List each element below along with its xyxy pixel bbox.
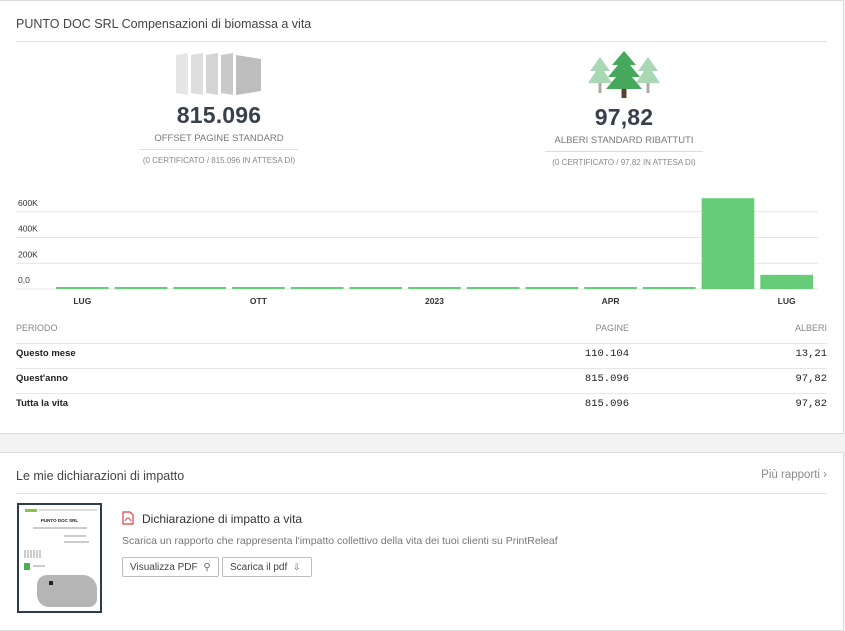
chart-bar[interactable]	[114, 287, 168, 289]
row-pages: 110.104	[584, 348, 629, 360]
trees-icon	[588, 51, 660, 98]
panel-title: Le mie dichiarazioni di impatto	[16, 469, 185, 483]
col-trees-header: ALBERI	[794, 323, 827, 333]
row-period: Tutta la vita	[16, 398, 69, 409]
trees-label: ALBERI STANDARD RIBATTUTI	[545, 135, 703, 152]
pages-stat: 815.096 OFFSET PAGINE STANDARD (0 CERTIF…	[99, 51, 339, 165]
y-tick-label: 0,0	[18, 275, 30, 285]
thumb-title: PUNTO DOC SRL	[40, 518, 79, 523]
col-pages-header: PAGINE	[595, 323, 629, 333]
row-trees: 97,82	[795, 373, 827, 385]
col-period-header: PERIODO	[16, 323, 58, 333]
row-pages: 815.096	[584, 398, 629, 410]
chart-bar[interactable]	[584, 287, 637, 289]
y-tick-label: 400K	[18, 224, 38, 234]
biomass-panel: PUNTO DOC SRL Compensazioni di biomassa …	[0, 0, 844, 434]
chart-bar[interactable]	[290, 287, 344, 289]
chart-bar[interactable]	[701, 198, 755, 289]
table-row: Questo mese 110.104 13,21	[16, 343, 827, 369]
more-reports-link[interactable]: Più rapporti ›	[761, 469, 827, 481]
table-row: Quest'anno 815.096 97,82	[16, 368, 827, 394]
title-divider	[16, 493, 827, 494]
download-pdf-button[interactable]: Scarica il pdf ⇩	[222, 557, 312, 577]
chart-bar[interactable]	[760, 274, 813, 289]
x-tick-label: LUG	[778, 296, 796, 306]
row-period: Quest'anno	[16, 373, 68, 384]
row-period: Questo mese	[16, 348, 76, 359]
chart-bar[interactable]	[232, 287, 285, 289]
pages-value: 815.096	[176, 102, 262, 128]
pages-sub: (0 CERTIFICATO / 815.096 IN ATTESA DI)	[142, 156, 296, 165]
row-trees: 97,82	[795, 398, 827, 410]
view-pdf-label: Visualizza PDF	[130, 562, 198, 573]
statement-description: Scarica un rapporto che rappresenta l'im…	[122, 535, 558, 547]
x-tick-label: 2023	[425, 296, 444, 306]
y-tick-label: 200K	[18, 249, 38, 259]
chart-bar[interactable]	[173, 287, 227, 289]
panel-title: PUNTO DOC SRL Compensazioni di biomassa …	[16, 17, 312, 31]
chart-bar[interactable]	[466, 287, 520, 289]
row-pages: 815.096	[584, 373, 629, 385]
paper-stack-icon	[176, 53, 261, 95]
table-header: PERIODO PAGINE ALBERI	[16, 318, 827, 344]
x-tick-label: OTT	[250, 296, 268, 306]
chart-bar[interactable]	[408, 287, 461, 289]
download-file-icon: ⇩	[293, 562, 301, 572]
view-pdf-button[interactable]: Visualizza PDF ⚲	[122, 557, 219, 577]
download-pdf-label: Scarica il pdf	[230, 562, 288, 573]
pages-label: OFFSET PAGINE STANDARD	[140, 133, 298, 150]
trees-sub: (0 CERTIFICATO / 97,82 IN ATTESA DI)	[552, 158, 696, 167]
chart-bar[interactable]	[349, 287, 403, 289]
y-tick-label: 600K	[18, 198, 38, 208]
x-tick-label: APR	[602, 296, 620, 306]
summary-table: PERIODO PAGINE ALBERI Questo mese 110.10…	[16, 318, 827, 418]
row-trees: 13,21	[795, 348, 827, 360]
chart-bar[interactable]	[525, 287, 579, 289]
pdf-file-icon	[122, 511, 134, 525]
x-tick-label: LUG	[73, 296, 91, 306]
impact-statements-panel: Le mie dichiarazioni di impatto Più rapp…	[0, 452, 844, 631]
table-row: Tutta la vita 815.096 97,82	[16, 393, 827, 418]
magnifier-icon: ⚲	[203, 562, 211, 573]
statement-title[interactable]: Dichiarazione di impatto a vita	[142, 512, 303, 526]
title-divider	[16, 41, 827, 42]
report-thumbnail[interactable]: PUNTO DOC SRL	[17, 503, 102, 613]
trees-stat: 97,82 ALBERI STANDARD RIBATTUTI (0 CERTI…	[504, 49, 744, 167]
pages-bar-chart: 600K 400K 200K 0,0 LUG OTT 2023 APR LUG	[16, 198, 818, 306]
chart-bar[interactable]	[642, 287, 696, 289]
trees-value: 97,82	[594, 104, 654, 130]
chart-bar[interactable]	[56, 287, 109, 289]
